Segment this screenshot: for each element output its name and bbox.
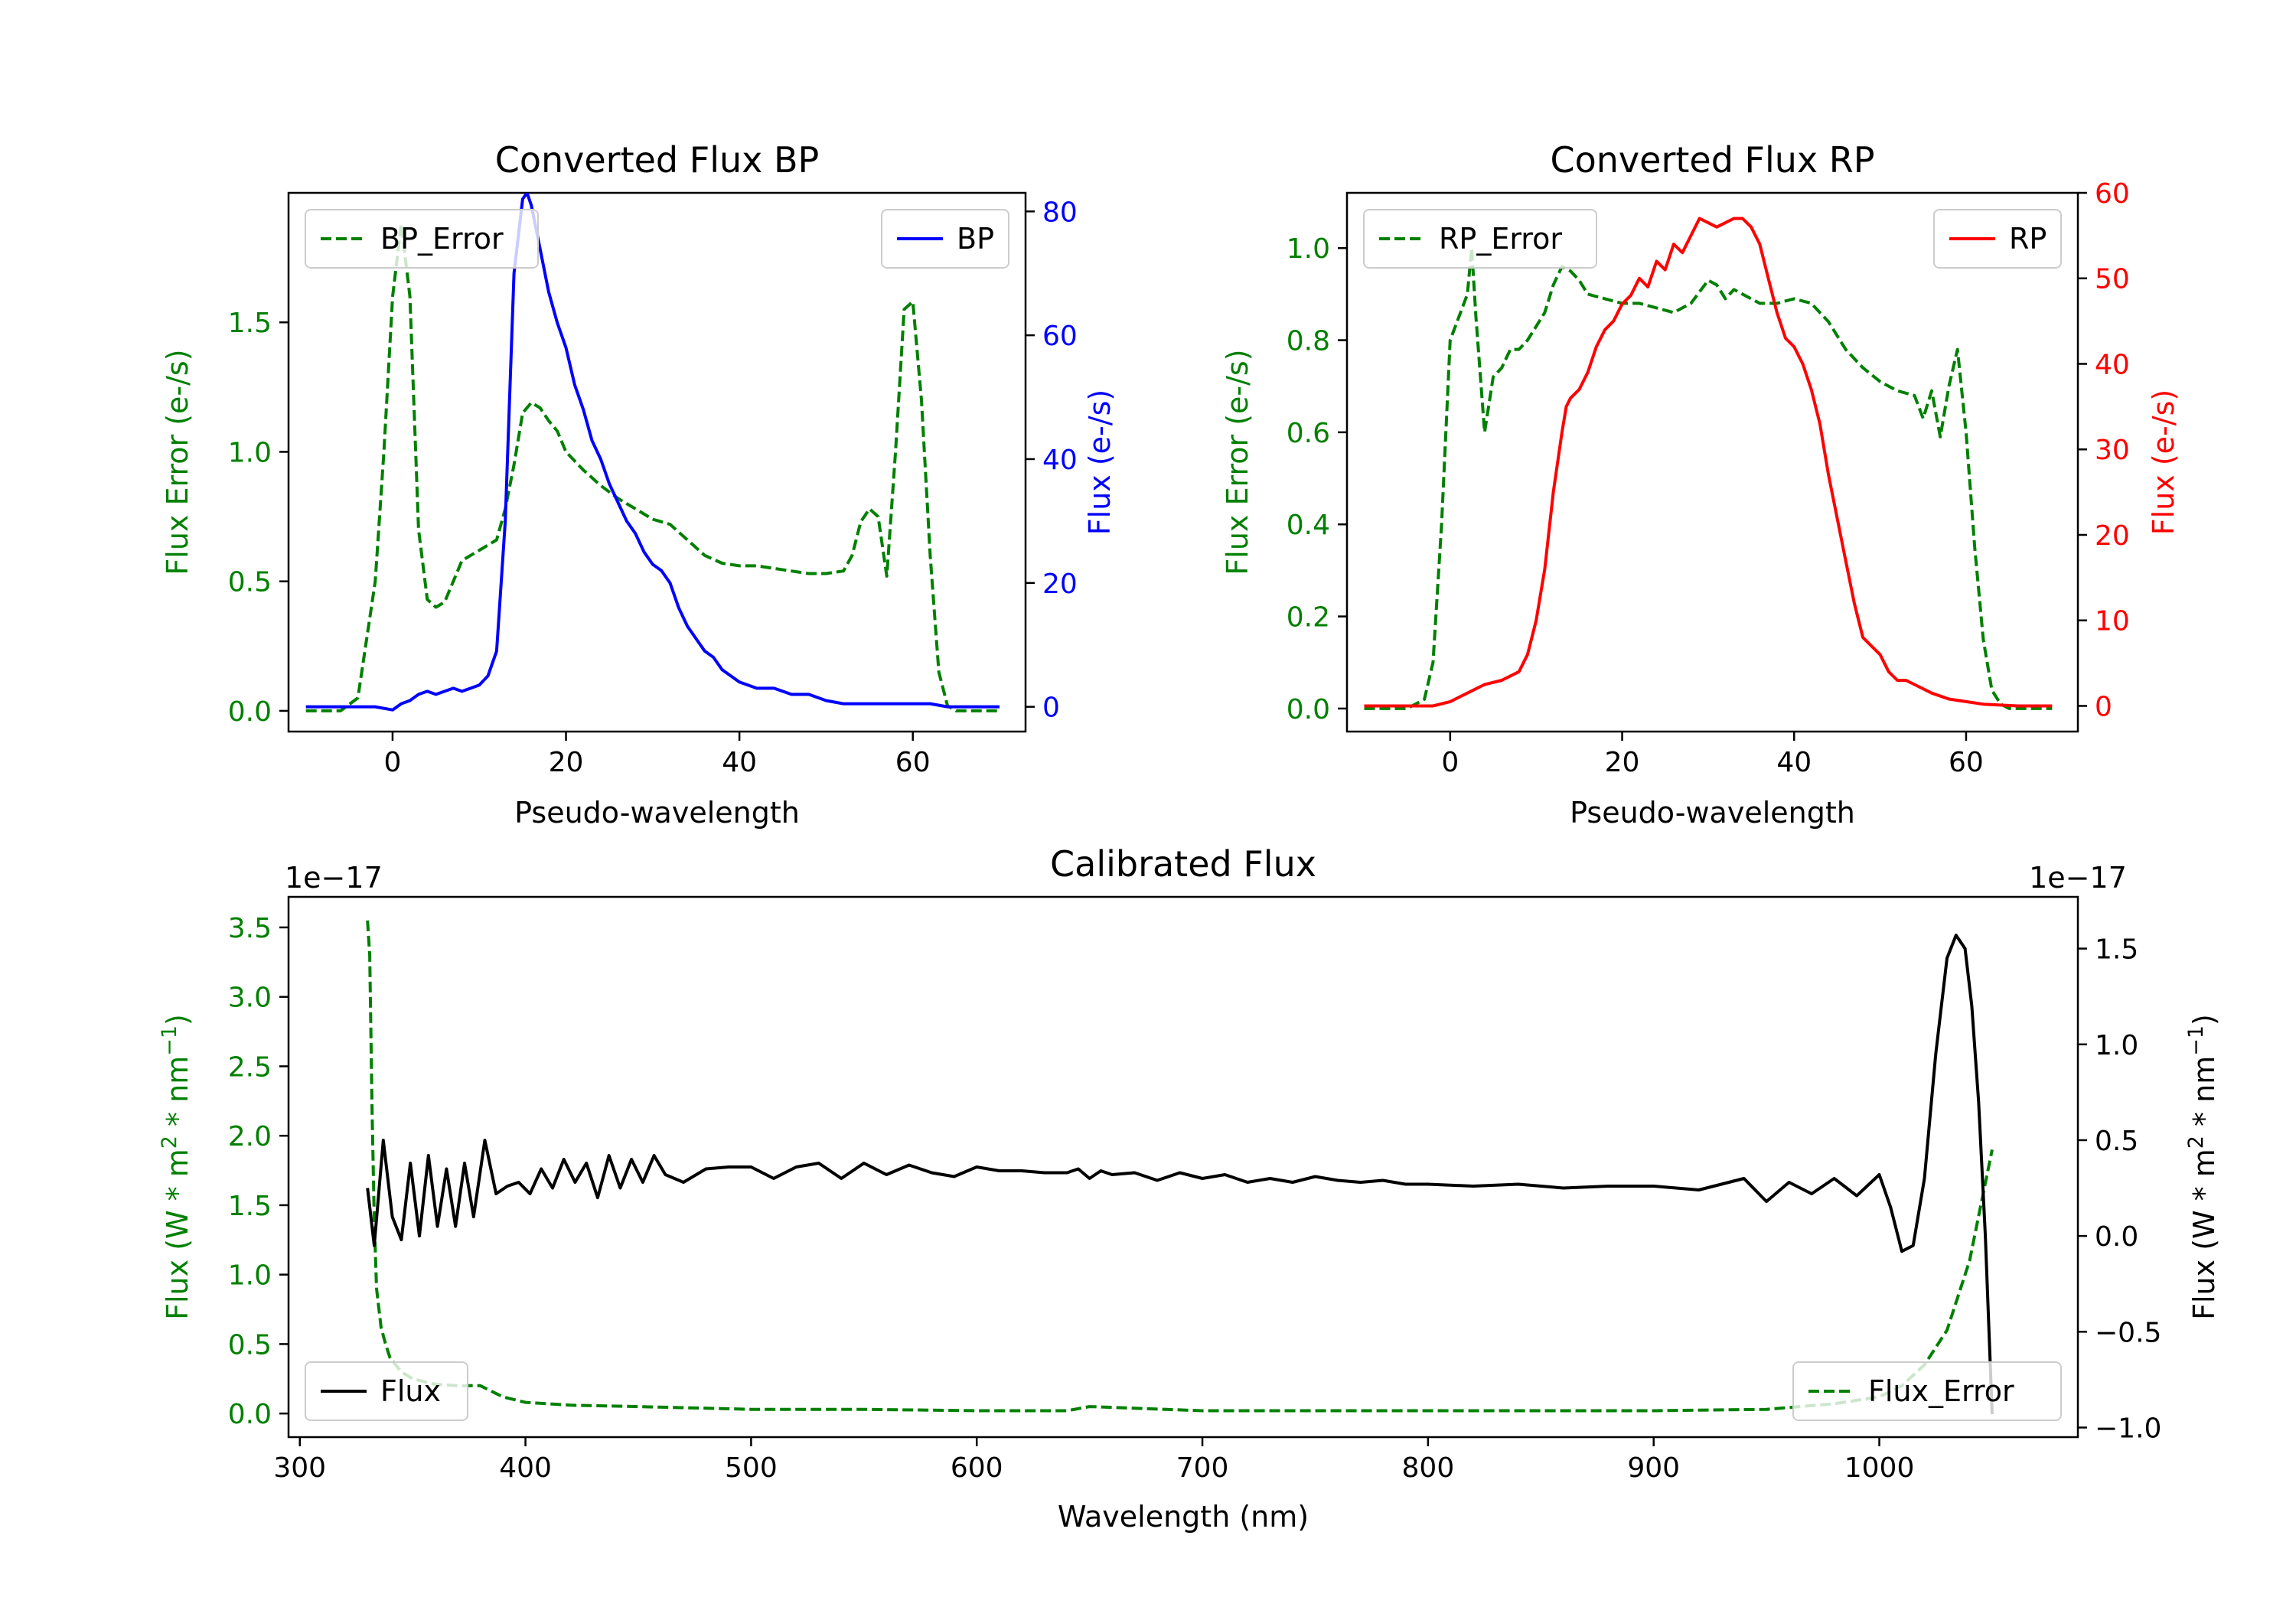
right-y-axis-label: Flux (e-/s): [1083, 390, 1117, 535]
x-tick-label: 600: [951, 1452, 1003, 1484]
left-y-tick-label: 0.0: [1287, 694, 1330, 725]
chart-title: Converted Flux BP: [495, 139, 820, 181]
series-line-flux: [366, 934, 1994, 1415]
legend-rp-error: RP_Error: [1363, 209, 1597, 269]
left-y-tick-label: 0.0: [228, 696, 272, 728]
left-y-axis-label: Flux Error (e-/s): [1221, 349, 1254, 575]
left-y-tick-label: 0.0: [228, 1399, 272, 1430]
x-tick-label: 500: [725, 1452, 778, 1484]
plot-frame: [287, 895, 2079, 1439]
legend-label: BP: [957, 222, 994, 256]
right-y-tick-label: 60: [1042, 321, 1078, 352]
left-y-tick-label: 0.8: [1287, 326, 1330, 357]
legend-label: RP: [2009, 222, 2047, 256]
right-y-tick-label: 1.5: [2095, 934, 2138, 966]
legend-box: [881, 209, 1009, 269]
chart-title: Converted Flux RP: [1551, 139, 1875, 181]
right-y-tick-label: 0.0: [2095, 1221, 2138, 1253]
right-y-axis-label: Flux (e-/s): [2147, 390, 2180, 535]
x-axis-label: Pseudo-wavelength: [514, 796, 800, 830]
series-line-bp-error: [305, 222, 1000, 712]
x-tick-label: 40: [722, 747, 757, 778]
plot-frame: [1345, 191, 2079, 733]
x-tick-label: 900: [1627, 1452, 1680, 1484]
left-y-tick-label: 3.5: [228, 913, 272, 944]
left-y-tick-label: 3.0: [228, 983, 272, 1014]
x-tick-label: 20: [549, 747, 584, 778]
right-y-tick-label: −0.5: [2095, 1317, 2161, 1348]
plot-frame: [287, 191, 1027, 733]
right-y-tick-label: 10: [2095, 606, 2130, 637]
legend-label: RP_Error: [1439, 222, 1562, 256]
right-y-tick-label: 20: [1042, 569, 1078, 600]
series-line-bp: [305, 193, 1000, 712]
series-line-rp-error: [1364, 246, 2053, 710]
right-y-tick-label: 80: [1042, 197, 1078, 228]
legend-box: [1363, 209, 1597, 269]
right-y-tick-label: 40: [2095, 349, 2130, 380]
chart-title: Calibrated Flux: [1050, 843, 1316, 885]
legend-box: [305, 209, 539, 269]
x-tick-label: 1000: [1844, 1452, 1915, 1484]
left-y-axis-label: Flux (W * m2 * nm−1): [158, 1014, 195, 1320]
x-tick-label: 300: [273, 1452, 326, 1484]
chart-panel-2: Converted Flux RP 0 20 40 60 Pseudo-wavelengt…: [1221, 139, 2180, 830]
left-offset-text: 1e−17: [285, 861, 383, 895]
x-tick-label: 0: [383, 747, 401, 778]
left-y-tick-label: 0.2: [1287, 602, 1330, 634]
left-y-tick-label: 1.0: [1287, 233, 1330, 265]
legend-bp: BP: [881, 209, 1009, 269]
legend-box: [305, 1361, 468, 1421]
x-tick-label: 700: [1176, 1452, 1229, 1484]
x-tick-label: 400: [499, 1452, 552, 1484]
legend-box: [1933, 209, 2062, 269]
right-y-tick-label: 60: [2095, 178, 2130, 210]
series-line-rp: [1364, 217, 2053, 708]
legend-label: Flux: [380, 1374, 441, 1408]
legend-flux: Flux: [305, 1361, 468, 1421]
left-y-axis-label: Flux Error (e-/s): [161, 349, 194, 575]
right-y-axis-label: Flux (W * m2 * nm−1): [2184, 1014, 2222, 1320]
left-y-tick-label: 2.5: [228, 1051, 272, 1083]
left-y-tick-label: 0.5: [228, 567, 272, 598]
legend-label: Flux_Error: [1868, 1374, 2014, 1408]
left-y-tick-label: 0.5: [228, 1329, 272, 1361]
right-y-tick-label: 0: [2095, 691, 2112, 722]
left-y-tick-label: 1.5: [228, 308, 272, 339]
right-y-tick-label: 40: [1042, 445, 1078, 476]
x-tick-label: 0: [1441, 747, 1459, 778]
legend-flux-error: Flux_Error: [1792, 1361, 2062, 1421]
left-y-tick-label: 0.6: [1287, 418, 1330, 449]
chart-panel-3: Calibrated Flux 300 400 500 600 700 800 900 1000…: [158, 843, 2222, 1534]
left-y-tick-label: 1.0: [228, 437, 272, 468]
x-tick-label: 800: [1402, 1452, 1455, 1484]
left-y-tick-label: 1.0: [228, 1260, 272, 1292]
right-y-tick-label: 30: [2095, 435, 2130, 466]
legend-box: [1792, 1361, 2062, 1421]
right-y-tick-label: 20: [2095, 520, 2130, 552]
left-y-tick-label: 2.0: [228, 1121, 272, 1152]
x-tick-label: 60: [895, 747, 931, 778]
x-axis-label: Wavelength (nm): [1058, 1500, 1309, 1534]
legend-bp-error: BP_Error: [305, 209, 539, 269]
x-tick-label: 40: [1776, 747, 1812, 778]
legend-rp: RP: [1933, 209, 2062, 269]
right-y-tick-label: 50: [2095, 264, 2130, 295]
right-y-tick-label: 1.0: [2095, 1030, 2138, 1061]
right-offset-text: 1e−17: [2029, 861, 2127, 895]
chart-panel-1: Converted Flux BP 0 20 40 60 Pseudo-wavelengt…: [161, 139, 1117, 830]
left-y-tick-label: 1.5: [228, 1191, 272, 1222]
left-y-tick-label: 0.4: [1287, 510, 1330, 541]
x-tick-label: 60: [1949, 747, 1984, 778]
right-y-tick-label: −1.0: [2095, 1413, 2161, 1444]
x-tick-label: 20: [1605, 747, 1640, 778]
right-y-tick-label: 0.5: [2095, 1126, 2138, 1157]
legend-label: BP_Error: [380, 222, 504, 256]
x-axis-label: Pseudo-wavelength: [1570, 796, 1855, 830]
right-y-tick-label: 0: [1042, 693, 1060, 724]
